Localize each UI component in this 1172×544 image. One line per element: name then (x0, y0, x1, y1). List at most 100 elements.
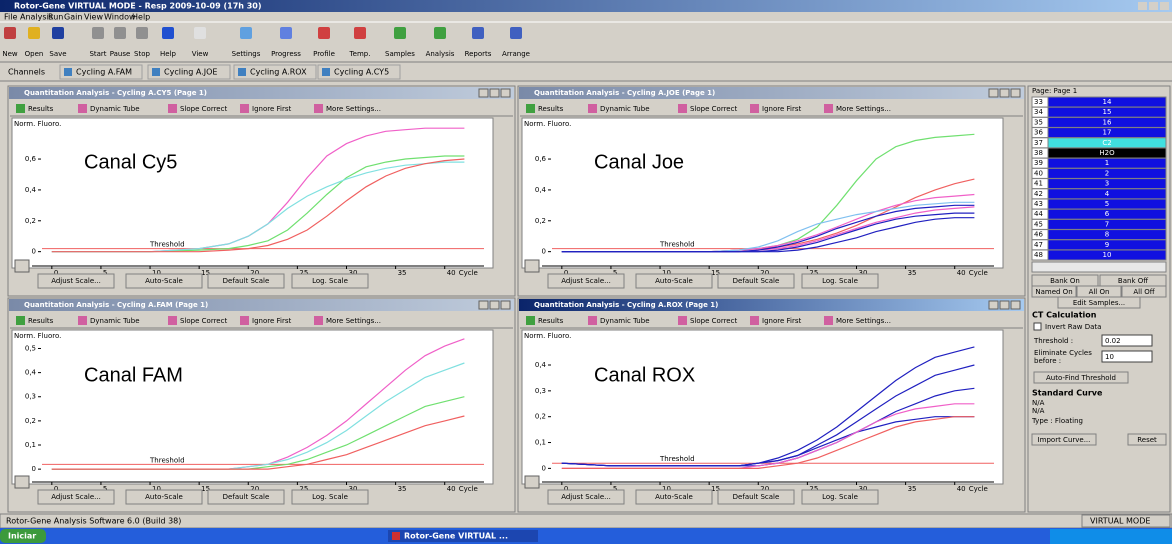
minimize-button[interactable] (1138, 2, 1147, 10)
scale-button-label[interactable]: Default Scale (733, 277, 780, 285)
tool-icon[interactable] (16, 316, 25, 325)
scale-button-label[interactable]: Log. Scale (312, 493, 348, 501)
tool-icon[interactable] (678, 104, 687, 113)
toolbar-label[interactable]: Help (160, 50, 177, 58)
scale-button[interactable] (717, 489, 795, 505)
panel-window-button[interactable] (489, 300, 500, 310)
toolbar-label[interactable]: Open (25, 50, 44, 58)
eliminate-input[interactable] (1101, 350, 1153, 363)
tool-label[interactable]: Ignore First (252, 105, 291, 113)
toolbar-icon[interactable] (318, 27, 330, 39)
scale-button-label[interactable]: Adjust Scale... (561, 277, 611, 285)
tool-label[interactable]: Slope Correct (180, 317, 227, 325)
channel-tab[interactable] (147, 64, 231, 80)
tool-label[interactable]: Dynamic Tube (90, 105, 140, 113)
tool-icon[interactable] (750, 316, 759, 325)
menu-item[interactable]: View (84, 13, 103, 22)
tool-label[interactable]: Ignore First (762, 105, 801, 113)
scale-button[interactable] (635, 273, 713, 289)
panel-window-button[interactable] (1010, 88, 1021, 98)
scale-button[interactable] (125, 489, 203, 505)
panel-window-button[interactable] (988, 88, 999, 98)
sample-row[interactable] (1047, 249, 1167, 261)
scale-button-label[interactable]: Auto-Scale (655, 277, 693, 285)
camera-button[interactable] (524, 475, 540, 489)
threshold-input[interactable] (1101, 334, 1153, 347)
camera-button[interactable] (14, 475, 30, 489)
panel-window-button[interactable] (489, 88, 500, 98)
tool-label[interactable]: Slope Correct (690, 317, 737, 325)
toolbar-label[interactable]: Save (49, 50, 66, 58)
toolbar-label[interactable]: Start (89, 50, 106, 58)
tool-icon[interactable] (750, 104, 759, 113)
tool-icon[interactable] (168, 316, 177, 325)
scale-button[interactable] (801, 273, 879, 289)
toolbar-icon[interactable] (52, 27, 64, 39)
close-button[interactable] (1160, 2, 1169, 10)
all-off-button-label[interactable]: All Off (1133, 288, 1154, 296)
tool-label[interactable]: More Settings... (326, 317, 381, 325)
tool-icon[interactable] (824, 316, 833, 325)
import-curve-button[interactable] (1031, 433, 1097, 446)
edit-samples-button[interactable] (1057, 296, 1141, 309)
scale-button-label[interactable]: Auto-Scale (655, 493, 693, 501)
all-on-button-label[interactable]: All On (1089, 288, 1110, 296)
toolbar-icon[interactable] (280, 27, 292, 39)
tool-label[interactable]: Results (538, 105, 564, 113)
scale-button-label[interactable]: Adjust Scale... (51, 277, 101, 285)
scale-button-label[interactable]: Log. Scale (822, 493, 858, 501)
start-button[interactable] (0, 529, 46, 543)
toolbar-icon[interactable] (510, 27, 522, 39)
scale-button-label[interactable]: Default Scale (223, 277, 270, 285)
tool-label[interactable]: Dynamic Tube (600, 105, 650, 113)
tool-icon[interactable] (588, 104, 597, 113)
scale-button-label[interactable]: Adjust Scale... (51, 493, 101, 501)
scale-button[interactable] (125, 273, 203, 289)
scale-button[interactable] (37, 489, 115, 505)
tool-label[interactable]: Dynamic Tube (90, 317, 140, 325)
menu-item[interactable]: Run (48, 13, 63, 22)
toolbar-label[interactable]: Stop (134, 50, 150, 58)
tool-icon[interactable] (78, 104, 87, 113)
tool-label[interactable]: Slope Correct (180, 105, 227, 113)
tool-icon[interactable] (168, 104, 177, 113)
tool-label[interactable]: Dynamic Tube (600, 317, 650, 325)
panel-window-button[interactable] (500, 88, 511, 98)
named-on-button[interactable] (1031, 285, 1077, 298)
scale-button-label[interactable]: Default Scale (223, 493, 270, 501)
menu-item[interactable]: Window (104, 13, 136, 22)
channel-tab-label[interactable]: Cycling A.JOE (164, 68, 217, 77)
toolbar-label[interactable]: Analysis (426, 50, 455, 58)
toolbar-icon[interactable] (162, 27, 174, 39)
tool-label[interactable]: Results (538, 317, 564, 325)
toolbar-label[interactable]: Reports (465, 50, 492, 58)
reset-button[interactable] (1127, 433, 1167, 446)
channel-tab-label[interactable]: Cycling A.ROX (250, 68, 307, 77)
toolbar-label[interactable]: Profile (313, 50, 335, 58)
import-curve-button-label[interactable]: Import Curve... (1038, 436, 1091, 444)
scale-button[interactable] (547, 273, 625, 289)
tool-icon[interactable] (78, 316, 87, 325)
toolbar-icon[interactable] (114, 27, 126, 39)
tool-label[interactable]: Results (28, 317, 54, 325)
panel-window-button[interactable] (1010, 300, 1021, 310)
tool-label[interactable]: More Settings... (836, 317, 891, 325)
tool-label[interactable]: More Settings... (326, 105, 381, 113)
toolbar-icon[interactable] (394, 27, 406, 39)
toolbar-icon[interactable] (354, 27, 366, 39)
scale-button[interactable] (207, 489, 285, 505)
panel-window-button[interactable] (478, 88, 489, 98)
tool-icon[interactable] (526, 316, 535, 325)
tool-icon[interactable] (314, 104, 323, 113)
channel-tab[interactable] (233, 64, 317, 80)
toolbar-label[interactable]: Settings (232, 50, 261, 58)
channel-tab[interactable] (59, 64, 143, 80)
toolbar-label[interactable]: Samples (385, 50, 415, 58)
toolbar-label[interactable]: Pause (110, 50, 131, 58)
tool-icon[interactable] (588, 316, 597, 325)
scale-button[interactable] (635, 489, 713, 505)
scale-button-label[interactable]: Auto-Scale (145, 493, 183, 501)
toolbar-label[interactable]: View (192, 50, 209, 58)
tool-label[interactable]: Ignore First (762, 317, 801, 325)
scale-button[interactable] (547, 489, 625, 505)
